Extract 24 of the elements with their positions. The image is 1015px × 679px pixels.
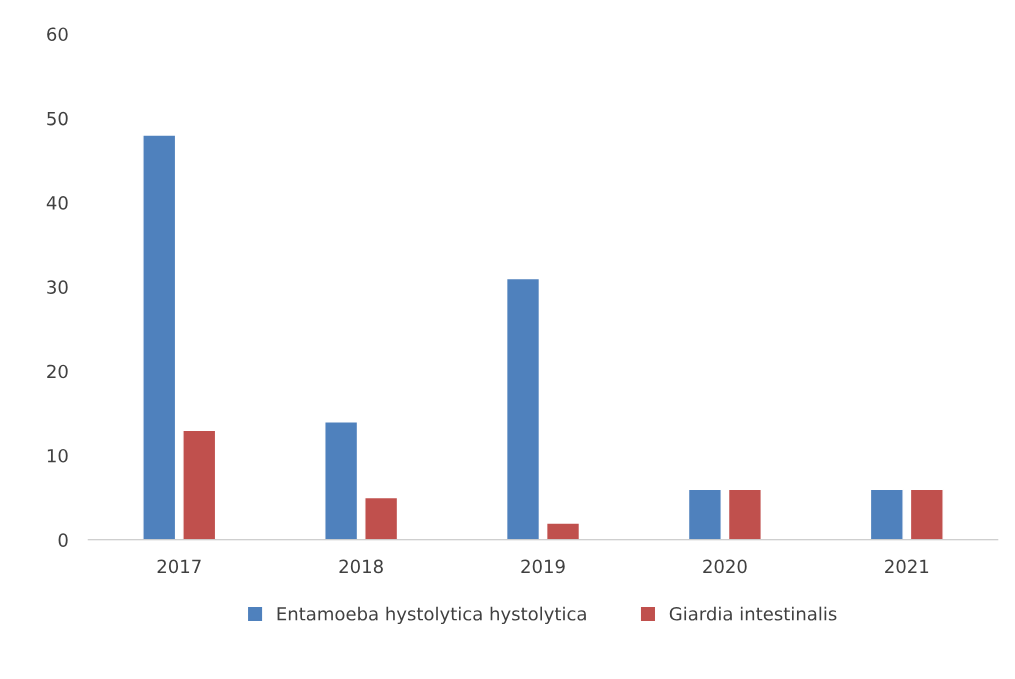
bar	[727, 488, 762, 540]
legend-label: Giardia intestinalis	[669, 606, 837, 621]
y-tick-label: 50	[47, 111, 68, 126]
legend-label: Entamoeba hystolytica hystolytica	[277, 606, 586, 625]
x-tick-label: 2020	[703, 559, 747, 574]
bar	[505, 277, 541, 540]
x-tick-label: 2018	[339, 559, 383, 574]
bar	[545, 522, 581, 540]
y-tick-label: 0	[58, 533, 68, 547]
y-tick-label: 10	[47, 448, 68, 463]
bar	[324, 421, 359, 540]
y-tick-label: 40	[46, 196, 68, 210]
bar	[909, 488, 944, 540]
x-tick-label: 2021	[885, 559, 929, 574]
y-tick-label: 60	[47, 27, 68, 42]
bar	[687, 488, 722, 540]
x-tick-label: 2017	[157, 559, 201, 574]
bar	[182, 429, 217, 540]
bar	[364, 496, 399, 540]
bar	[142, 134, 177, 540]
bar	[869, 488, 904, 540]
y-tick-label: 30	[47, 280, 68, 294]
y-tick-label: 20	[47, 364, 68, 379]
x-tick-label: 2019	[521, 559, 565, 574]
